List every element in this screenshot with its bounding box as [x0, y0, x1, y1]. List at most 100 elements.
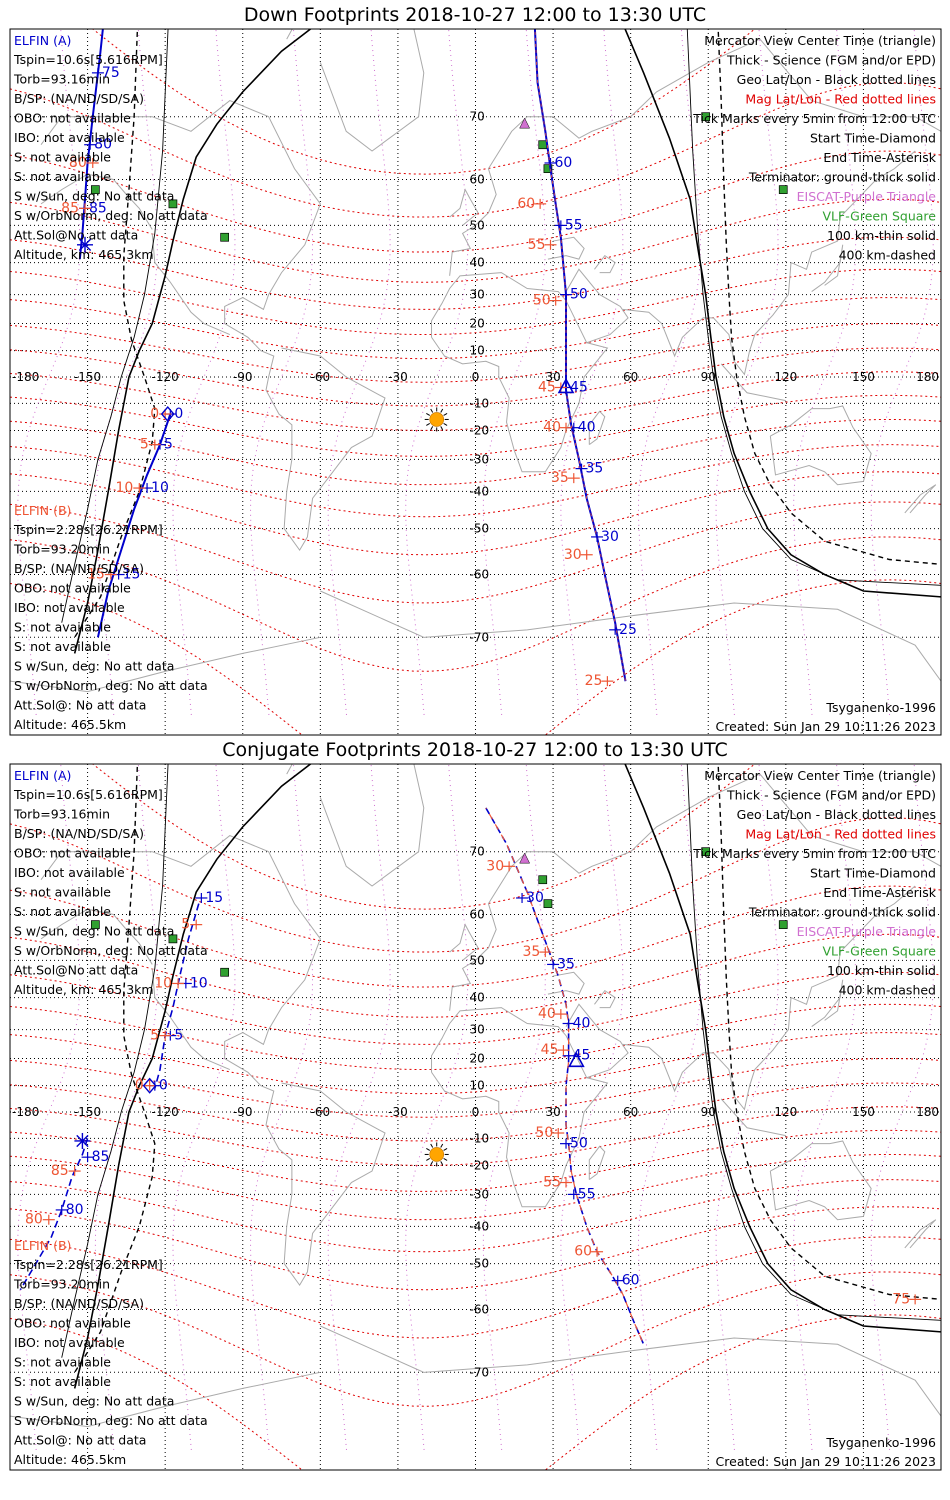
lat-tick-label: 60: [470, 907, 485, 921]
elfin-b-tick-label: 75: [892, 1291, 910, 1307]
elfin-b-tick-label: 85: [61, 200, 79, 216]
elfin-b-info-line: Att.Sol@: No att data: [14, 1433, 146, 1448]
elfin-b-tick-label: 10: [154, 975, 172, 991]
mag-meridian: [172, 764, 236, 1450]
lat-tick-label: 30: [470, 288, 485, 302]
vlf-square: [220, 232, 229, 242]
lat-tick-label: -20: [470, 423, 490, 437]
lon-tick-label: 0: [472, 370, 480, 384]
elfin-a-info-line: OBO: not available: [14, 846, 131, 861]
lat-tick-label: 70: [470, 110, 485, 124]
elfin-b-info-line: IBO: not available: [14, 600, 125, 615]
vlf-square: [90, 185, 100, 194]
legend-item: Tick Marks every 5min from 12:00 UTC: [692, 111, 936, 126]
elfin-b-info-line: S: not available: [14, 639, 111, 654]
legend-item: End Time-Asterisk: [823, 150, 936, 165]
coastline: [431, 1007, 609, 1208]
coastline: [449, 38, 941, 276]
mag-meridian: [870, 764, 934, 1450]
lon-tick-label: -180: [12, 1105, 39, 1119]
elfin-b-tick-label: 50: [533, 293, 551, 309]
vlf-square: [220, 967, 229, 977]
elfin-a-tick-label: 80: [66, 1202, 84, 1218]
elfin-b-info-line: B/SP: (NA/ND/SD/SA): [14, 1296, 144, 1311]
mag-parallel: [10, 323, 941, 383]
elfin-b-tick-label: 0: [150, 406, 159, 422]
elfin-track-main: [485, 807, 645, 1345]
elfin-a-tick-label: 80: [94, 137, 112, 153]
coastline: [565, 1003, 629, 1079]
elfin-b-info-line: Altitude: 465.5km: [14, 1452, 126, 1467]
coastline: [320, 1325, 941, 1417]
elfin-a-info-line: Att.Sol@No att data: [14, 963, 138, 978]
legend-item: Mercator View Center Time (triangle): [704, 33, 936, 48]
legend-item: VLF-Green Square: [822, 944, 936, 959]
elfin-a-tick-label: 45: [573, 1048, 591, 1064]
elfin-a-info-line: B/SP: (NA/ND/SD/SA): [14, 826, 144, 841]
terminator-100km-left: [61, 764, 169, 1358]
elfin-a-tick-label: 40: [573, 1015, 591, 1031]
mag-meridian: [715, 29, 779, 715]
terminator-400km-left: [74, 29, 156, 638]
elfin-b-info-line: S w/OrbNorm, deg: No att data: [14, 1413, 208, 1428]
start-time-diamond: [160, 405, 175, 423]
map-content: 3035404550556030354045505560751510508580…: [10, 741, 941, 1470]
map-frame: [9, 28, 942, 736]
legend-item: Mag Lat/Lon - Red dotted lines: [745, 92, 936, 107]
legend-item: Tick Marks every 5min from 12:00 UTC: [692, 846, 936, 861]
elfin-b-info-line: OBO: not available: [14, 1316, 131, 1331]
lon-tick-label: -90: [233, 1105, 253, 1119]
coastline: [811, 244, 844, 292]
elfin-a-info-line: B/SP: (NA/ND/SD/SA): [14, 91, 144, 106]
elfin-b-tick-label: 10: [115, 480, 133, 496]
elfin-a-info: ELFIN (A) Tspin=10.6s[5.616RPM] Torb=93.16…: [13, 768, 208, 997]
map-panel-1: 6055504540353025656055504540353025758085…: [9, 28, 942, 736]
mag-parallel: [10, 1106, 941, 1166]
lat-tick-label: -40: [470, 1219, 490, 1233]
elfin-a-tick-label: 75: [102, 65, 120, 81]
elfin-b-info-line: S w/Sun, deg: No att data: [14, 659, 174, 674]
legend-item: Thick - Science (FGM and/or EPD): [726, 788, 936, 803]
legend-item: Start Time-Diamond: [810, 866, 936, 881]
legend-item: VLF-Green Square: [822, 209, 936, 224]
elfin-a-tick-label: 50: [570, 287, 588, 303]
elfin-a-tick-label: 35: [586, 461, 604, 477]
vlf-square: [538, 140, 548, 150]
lon-tick-label: -30: [388, 1105, 408, 1119]
lon-tick-label: -120: [152, 1105, 179, 1119]
elfin-b-tick-label: 85: [51, 1163, 69, 1179]
elfin-b-info-line: S: not available: [14, 620, 111, 635]
mag-parallel: [10, 1003, 941, 1071]
sun-icon: [424, 407, 449, 432]
terminator-ground-left: [73, 764, 312, 1389]
elfin-b-tick-label: 30: [564, 547, 582, 563]
legend: Mercator View Center Time (triangle) Thic…: [692, 768, 937, 998]
vlf-square: [778, 920, 788, 929]
lon-tick-label: 180: [916, 1105, 939, 1119]
mag-meridian: [637, 764, 701, 1450]
legend: Mercator View Center Time (triangle) Thic…: [692, 33, 937, 263]
elfin-a-info-line: Tspin=10.6s[5.616RPM]: [13, 52, 163, 67]
elfin-b-tick-label: 55: [543, 1175, 561, 1191]
mag-meridian: [482, 764, 546, 1450]
coastline: [547, 971, 585, 995]
coastline: [769, 405, 872, 486]
elfin-a-tick-label: 60: [554, 155, 572, 171]
coastline: [40, 908, 153, 965]
lat-tick-label: -30: [470, 1187, 490, 1201]
terminator-400km-left: [74, 764, 156, 1373]
elfin-b-tick-label: 50: [535, 1125, 553, 1141]
lon-tick-label: -30: [388, 370, 408, 384]
coastline: [594, 254, 616, 274]
elfin-a-info-line: IBO: not available: [14, 865, 125, 880]
elfin-a-info-line: S: not available: [14, 169, 111, 184]
elfin-b-tick-label: 40: [538, 1006, 556, 1022]
lat-tick-label: 30: [470, 1023, 485, 1037]
legend-item: Mercator View Center Time (triangle): [704, 768, 936, 783]
lat-tick-label: 20: [470, 1052, 485, 1066]
terminator-ground-left: [73, 29, 312, 654]
lat-tick-label: 10: [470, 1079, 485, 1093]
mag-meridian: [327, 764, 391, 1450]
elfin-a-tick-label: 0: [174, 406, 183, 422]
eiscat-triangle: [512, 741, 522, 751]
